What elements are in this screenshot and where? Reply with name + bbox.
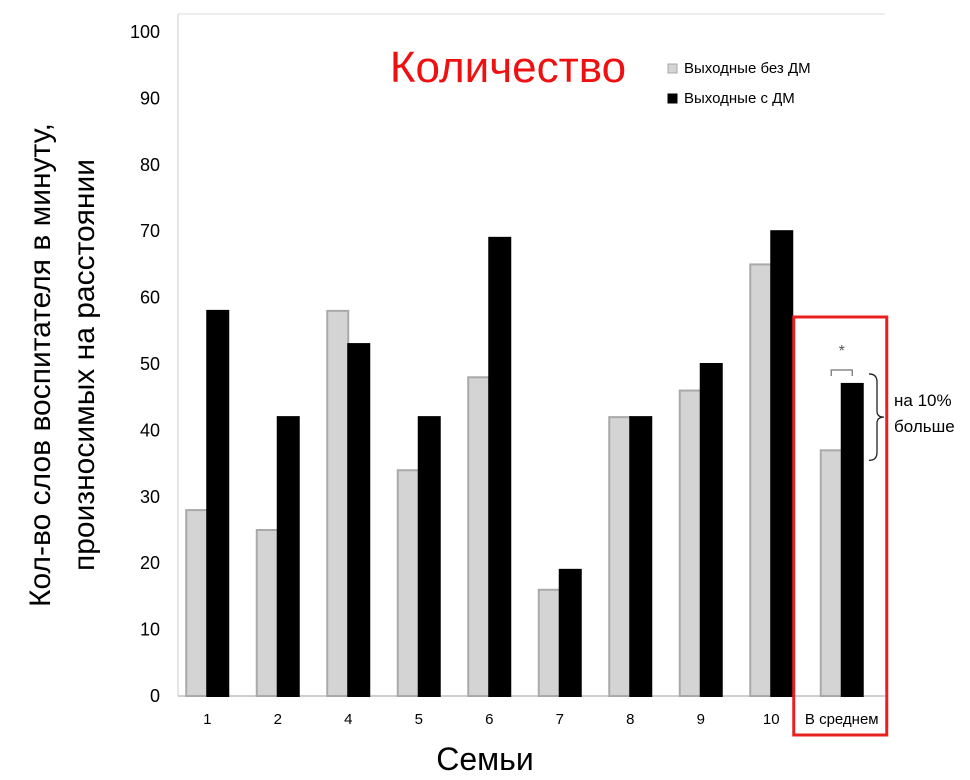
bar-with-dm [840,382,864,697]
y-tick-label: 70 [140,221,160,241]
bar-with-dm [276,416,300,697]
y-axis-title-line: произносимых на расстоянии [68,159,101,571]
bar-with-dm [629,416,653,697]
legend-swatch [667,93,678,104]
bar-with-dm [488,236,512,697]
y-tick-label: 60 [140,288,160,308]
x-tick-label: 4 [344,711,352,728]
labels-group: 1 2 4 5 6 7 8 9 10 В среднем Семьи Кол-во слов восп… [24,43,879,777]
annotation-group: * на 10% больше [792,315,955,737]
annotation-text: на 10% [894,391,952,410]
highlight-box [792,315,889,737]
bar-with-dm [347,343,371,697]
legend-label: Выходные без ДМ [684,60,811,77]
x-tick-label: 1 [203,711,211,728]
x-tick-label: 8 [626,711,634,728]
bar-with-dm [417,416,441,697]
bar-without-dm [467,376,491,697]
bar-without-dm [608,416,632,697]
bar-without-dm [749,263,773,697]
significance-star: * [839,343,845,360]
x-axis-title: Семьи [436,741,533,775]
significance-bracket [830,369,853,376]
y-tick-label: 80 [140,155,160,175]
bar-without-dm [185,509,209,697]
x-tick-label: В среднем [805,711,879,728]
bar-without-dm [678,389,702,697]
x-tick-label: 5 [415,711,423,728]
y-tick-label: 10 [140,620,160,640]
bar-without-dm [396,469,420,697]
bars-group [185,230,864,698]
bar-without-dm [537,588,561,698]
y-axis-title: Кол-во слов воспитателя в минуту, произно… [24,123,101,607]
y-tick-label: 90 [140,88,160,108]
y-tick-label: 100 [130,22,160,42]
legend-label: Выходные с ДМ [684,90,795,107]
y-tick-label: 30 [140,487,160,507]
bar-without-dm [819,449,843,697]
y-tick-label: 40 [140,420,160,440]
bar-without-dm [255,529,279,697]
bar-with-dm [206,309,230,697]
bar-with-dm [699,363,723,697]
y-tick-label: 50 [140,354,160,374]
bar-with-dm [770,230,794,697]
legend-swatch [667,63,678,74]
bar-with-dm [558,568,582,698]
chart-title: Количество [390,43,626,92]
annotation-brace [868,373,885,461]
x-tick-label: 9 [697,711,705,728]
y-axis-title-line: Кол-во слов воспитателя в минуту, [24,123,57,607]
x-tick-label: 2 [274,711,282,728]
y-tick-label: 20 [140,553,160,573]
x-tick-label: 6 [485,711,493,728]
y-tick-label: 0 [150,686,160,706]
bar-without-dm [326,309,350,697]
x-tick-label: 7 [556,711,564,728]
legend-group: Выходные без ДМ Выходные с ДМ [667,60,811,107]
x-tick-label: 10 [763,711,780,728]
annotation-text: больше [894,417,955,436]
